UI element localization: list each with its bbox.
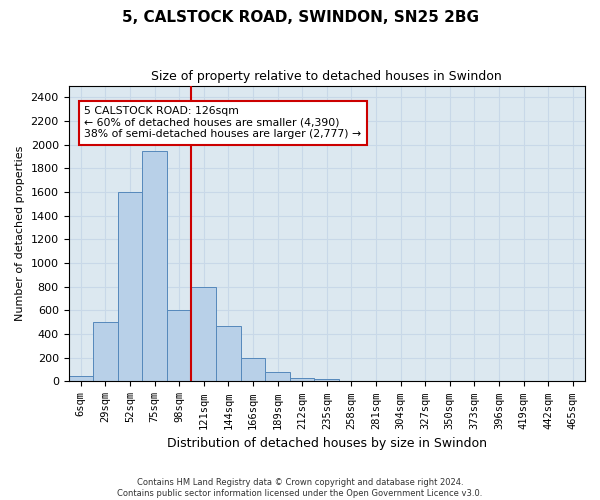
Text: 5, CALSTOCK ROAD, SWINDON, SN25 2BG: 5, CALSTOCK ROAD, SWINDON, SN25 2BG <box>121 10 479 25</box>
Bar <box>142 150 167 382</box>
Bar <box>191 287 216 382</box>
Bar <box>93 322 118 382</box>
Text: Contains HM Land Registry data © Crown copyright and database right 2024.
Contai: Contains HM Land Registry data © Crown c… <box>118 478 482 498</box>
Bar <box>314 379 339 382</box>
Bar <box>241 358 265 382</box>
Bar <box>118 192 142 382</box>
Y-axis label: Number of detached properties: Number of detached properties <box>15 146 25 321</box>
X-axis label: Distribution of detached houses by size in Swindon: Distribution of detached houses by size … <box>167 437 487 450</box>
Bar <box>167 310 191 382</box>
Title: Size of property relative to detached houses in Swindon: Size of property relative to detached ho… <box>151 70 502 83</box>
Bar <box>68 376 93 382</box>
Text: 5 CALSTOCK ROAD: 126sqm
← 60% of detached houses are smaller (4,390)
38% of semi: 5 CALSTOCK ROAD: 126sqm ← 60% of detache… <box>84 106 361 140</box>
Bar <box>265 372 290 382</box>
Bar <box>290 378 314 382</box>
Bar <box>216 326 241 382</box>
